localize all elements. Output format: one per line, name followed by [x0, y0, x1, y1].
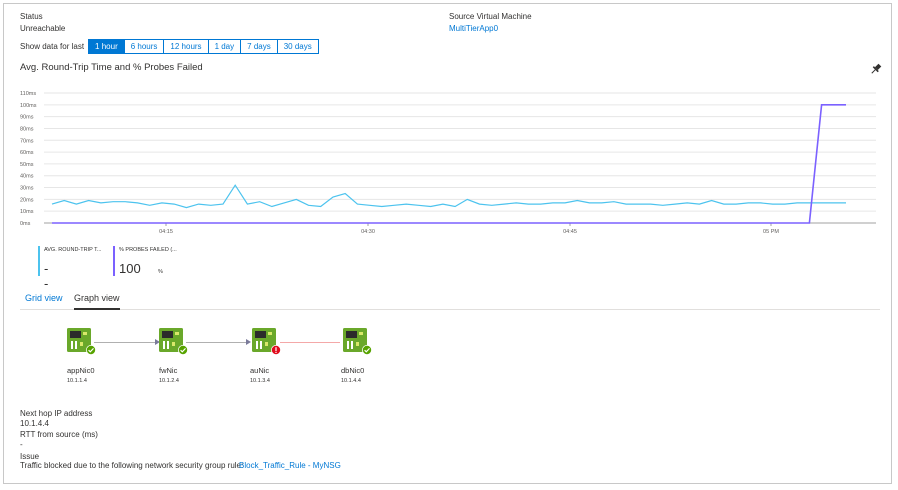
y-tick-label: 100ms: [20, 103, 37, 109]
next-hop-value: 10.1.4.4: [20, 419, 49, 428]
network-interface-icon: [158, 328, 188, 358]
node-name: appNic0: [67, 366, 95, 375]
checkmark-badge-icon: [86, 345, 96, 355]
legend-color-bar: [38, 246, 40, 276]
time-option-7-days[interactable]: 7 days: [240, 39, 278, 54]
series-line-avg-rtt: [51, 184, 846, 209]
source-vm-label: Source Virtual Machine: [449, 12, 532, 21]
node-ip: 10.1.1.4: [67, 378, 87, 384]
source-vm-link[interactable]: MultiTierApp0: [449, 24, 499, 33]
legend-series-unit: %: [158, 269, 163, 275]
tab-grid-view[interactable]: Grid view: [25, 293, 63, 303]
issue-text: Traffic blocked due to the following net…: [20, 461, 244, 470]
hop-connector: [186, 342, 247, 343]
y-tick-label: 50ms: [20, 162, 34, 168]
y-tick-label: 0ms: [20, 221, 31, 227]
issue-label: Issue: [20, 452, 40, 461]
node-ip: 10.1.4.4: [341, 378, 361, 384]
chart-title: Avg. Round-Trip Time and % Probes Failed: [20, 62, 203, 73]
y-tick-label: 80ms: [20, 126, 34, 132]
rtt-value: -: [20, 440, 23, 449]
topology-node-fwnic[interactable]: fwNic 10.1.2.4: [142, 328, 202, 384]
legend-series-name: AVG. ROUND-TRIP T...: [44, 247, 102, 253]
status-label: Status: [20, 12, 43, 21]
time-option-30-days[interactable]: 30 days: [276, 39, 319, 54]
legend-series-value: 100: [119, 261, 141, 276]
hop-arrow-icon: [155, 339, 160, 345]
time-range-selector: Show data for last 1 hour 6 hours 12 hou…: [20, 39, 319, 54]
x-tick-label: 04:45: [563, 229, 577, 235]
rtt-probes-chart: 110ms 100ms 90ms 80ms 70ms 60ms 50ms 40ms 30ms 20…: [20, 91, 876, 235]
nsg-rule-link[interactable]: Block_Traffic_Rule - MyNSG: [239, 461, 341, 470]
topology-node-dbnic0[interactable]: dbNic0 10.1.4.4: [326, 328, 386, 384]
network-interface-icon: [251, 328, 281, 358]
time-option-6-hours[interactable]: 6 hours: [123, 39, 165, 54]
panel-frame: [3, 3, 892, 484]
legend-series-value: --: [44, 261, 49, 291]
time-option-1-day[interactable]: 1 day: [207, 39, 242, 54]
network-interface-icon: [66, 328, 96, 358]
hop-connector: [94, 342, 156, 343]
y-tick-label: 110ms: [20, 91, 36, 97]
network-interface-icon: [342, 328, 372, 358]
x-tick-label: 04:30: [361, 229, 375, 235]
legend-series-name: % PROBES FAILED (...: [119, 247, 177, 253]
time-option-1-hour[interactable]: 1 hour: [88, 39, 125, 54]
pin-icon[interactable]: [869, 62, 883, 76]
hop-connector-blocked: [280, 342, 340, 343]
time-option-12-hours[interactable]: 12 hours: [163, 39, 209, 54]
series-line-probes-failed: [52, 103, 846, 224]
topology-node-appnic0[interactable]: appNic0 10.1.1.4: [50, 328, 110, 384]
x-tick-label: 05 PM: [763, 229, 779, 235]
tab-graph-view[interactable]: Graph view: [74, 293, 120, 310]
node-ip: 10.1.2.4: [159, 378, 179, 384]
rtt-label: RTT from source (ms): [20, 430, 98, 439]
node-name: auNic: [250, 366, 270, 375]
x-tick-label: 04:15: [159, 229, 173, 235]
error-badge-icon: [271, 345, 281, 355]
y-tick-label: 40ms: [20, 174, 34, 180]
y-tick-label: 90ms: [20, 115, 34, 121]
y-tick-label: 20ms: [20, 197, 34, 203]
time-range-caption: Show data for last: [20, 42, 85, 51]
topology-node-aunic[interactable]: auNic 10.1.3.4: [235, 328, 295, 384]
node-name: fwNic: [159, 366, 178, 375]
y-tick-label: 60ms: [20, 150, 34, 156]
checkmark-badge-icon: [178, 345, 188, 355]
node-name: dbNic0: [341, 366, 365, 375]
node-ip: 10.1.3.4: [250, 378, 270, 384]
legend-color-bar: [113, 246, 115, 276]
hop-arrow-icon: [246, 339, 251, 345]
y-tick-label: 10ms: [20, 209, 34, 215]
next-hop-label: Next hop IP address: [20, 409, 93, 418]
y-tick-label: 30ms: [20, 186, 34, 192]
status-value: Unreachable: [20, 24, 66, 33]
checkmark-badge-icon: [362, 345, 372, 355]
y-tick-label: 70ms: [20, 138, 34, 144]
view-tabs: Grid view Graph view: [20, 293, 880, 310]
